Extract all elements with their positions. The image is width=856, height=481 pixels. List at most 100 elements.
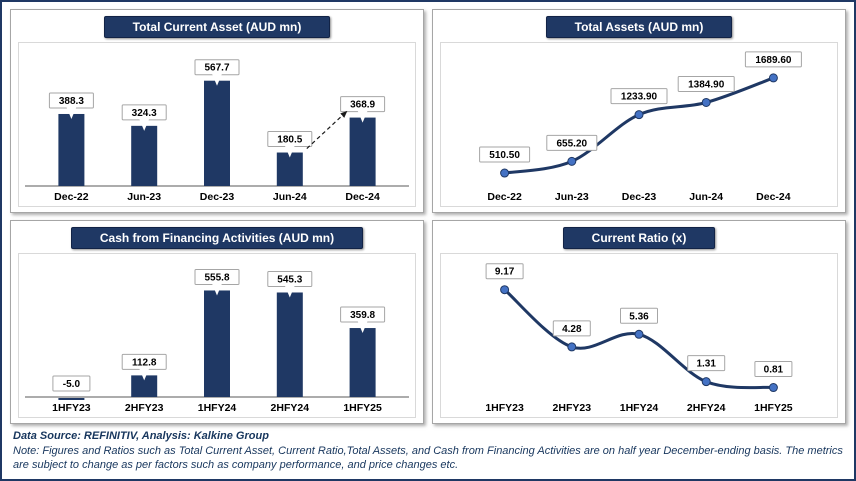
data-label: 359.8 [350,310,375,321]
category-label: 1HFY24 [620,402,659,414]
callout-pointer [357,321,368,334]
data-source-line: Data Source: REFINITIV, Analysis: Kalkin… [13,430,269,442]
total-assets-chart: Dec-22 510.50 Jun-23 655.20 Dec-23 1233.90 Jun… [440,42,838,207]
data-label: 324.3 [132,108,157,119]
data-label-box [485,263,524,280]
chart-line-svg: Dec-22 510.50 Jun-23 655.20 Dec-23 1233.90 Jun… [479,51,802,203]
category-label: 1HFY23 [52,402,91,414]
category-label: Dec-22 [487,191,522,203]
callout-pointer [284,285,295,298]
data-label: 180.5 [277,135,302,146]
category-label: Jun-23 [127,191,161,203]
data-label-box [479,146,531,163]
category-label: 1HFY25 [343,402,382,414]
category-label: 2HFY23 [553,402,592,414]
category-label: Jun-23 [555,191,589,203]
data-point [701,377,711,387]
data-label-box [552,320,591,337]
data-label: 9.17 [495,267,515,278]
data-point [567,342,577,352]
data-label: 0.81 [764,365,784,376]
panel-current-ratio: Current Ratio (x) 1HFY23 9.17 2HFY23 4.28 1H… [432,220,846,424]
data-label: -5.0 [63,379,81,390]
bar [349,328,376,397]
panel-total-current-asset: Total Current Asset (AUD mn) Dec-22 388.3… [10,9,424,213]
data-label: 1233.90 [621,92,658,103]
data-label: 4.28 [562,324,582,335]
chart-title: Cash from Financing Activities (AUD mn) [70,227,364,249]
data-label-box [52,375,91,392]
data-label: 510.50 [489,150,520,161]
data-point [634,329,644,339]
callout-pointer [212,283,222,296]
bar [131,125,158,186]
bar [58,113,85,186]
bar [349,117,376,186]
panel-cash-from-financing: Cash from Financing Activities (AUD mn) … [10,220,424,424]
total-current-asset-chart: Dec-22 388.3 Jun-23 324.3 Dec-23 567.7 Jun-24 1… [18,42,416,207]
category-label: Dec-23 [622,191,657,203]
data-label: 1384.90 [688,79,725,90]
data-point [768,73,778,83]
data-label: 555.8 [204,272,229,283]
category-label: Dec-23 [200,191,235,203]
chart-line-svg: 1HFY23 9.17 2HFY23 4.28 1HFY24 5.36 2HFY24 1.31… [485,263,793,414]
data-label-box [687,355,726,372]
chart-bar-svg: 1HFY23 -5.0 2HFY23 112.8 1HFY24 555.8 2HFY24 54… [25,268,409,414]
panel-total-assets: Total Assets (AUD mn) Dec-22 510.50 Jun-23… [432,9,846,213]
charts-grid: Total Current Asset (AUD mn) Dec-22 388.3… [10,9,846,424]
data-point [567,156,577,166]
category-label: 2HFY24 [687,402,726,414]
chart-title: Current Ratio (x) [562,227,716,249]
category-label: Dec-22 [54,191,89,203]
bar [131,375,158,397]
data-label: 567.7 [204,63,229,74]
callout-pointer [139,368,150,381]
data-label-box [744,51,802,68]
data-point [500,168,510,178]
category-label: 1HFY23 [485,402,524,414]
data-label: 112.8 [132,357,157,368]
category-label: 2HFY24 [271,402,310,414]
callout-pointer [284,145,295,158]
current-ratio-chart: 1HFY23 9.17 2HFY23 4.28 1HFY24 5.36 2HFY24 1.31… [440,253,838,418]
data-label-box [754,361,793,378]
data-label: 5.36 [629,311,649,322]
callout-pointer [66,106,77,119]
category-label: Jun-24 [689,191,723,203]
callout-pointer [357,110,368,123]
data-label-box [610,88,668,105]
data-point [701,97,711,107]
bar [204,290,230,397]
data-label-box [620,307,658,324]
category-label: Dec-24 [756,191,791,203]
bar [276,292,303,397]
category-label: 2HFY23 [125,402,164,414]
chart-bar-svg: Dec-22 388.3 Jun-23 324.3 Dec-23 567.7 Jun-24 1… [25,59,409,203]
callout-pointer [139,118,150,131]
data-label: 388.3 [59,96,84,107]
footer: Data Source: REFINITIV, Analysis: Kalkin… [10,429,846,474]
bar [276,152,303,186]
data-label: 1.31 [696,359,716,370]
data-label-box [546,134,598,151]
data-label-box [677,75,735,92]
trend-arrow [306,110,348,149]
category-label: 1HFY24 [198,402,237,414]
data-point [634,110,644,120]
category-label: Jun-24 [273,191,307,203]
cash-financing-chart: 1HFY23 -5.0 2HFY23 112.8 1HFY24 555.8 2HFY24 54… [18,253,416,418]
chart-title: Total Assets (AUD mn) [545,16,733,38]
bar-negative [58,398,85,400]
data-point [768,383,778,393]
chart-title: Total Current Asset (AUD mn) [103,16,331,38]
category-label: 1HFY25 [754,402,793,414]
bar [204,80,230,186]
data-label: 1689.60 [755,55,792,66]
category-label: Dec-24 [345,191,380,203]
data-label: 545.3 [277,274,302,285]
data-label: 368.9 [350,100,375,111]
data-label: 655.20 [557,138,588,149]
data-point [500,285,510,295]
callout-pointer [212,73,222,86]
